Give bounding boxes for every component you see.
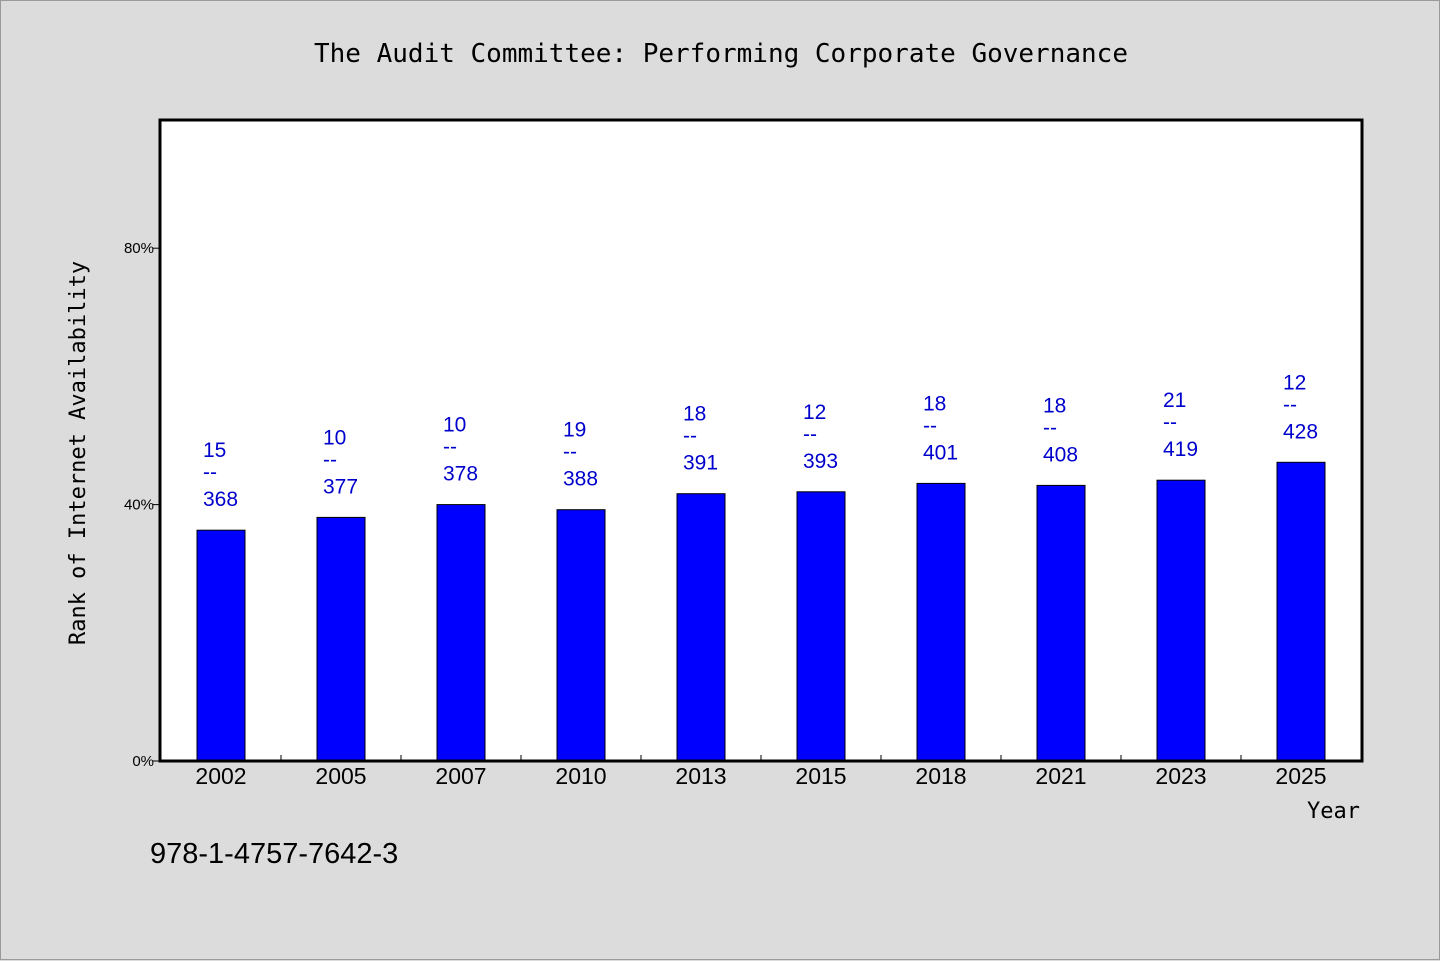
bar-2021 [1036,484,1086,762]
y-tick-label-0: 0% [132,753,154,770]
x-tick-label-2021: 2021 [1035,763,1086,789]
y-axis-ticks: 0% 40% 80% [124,240,160,770]
x-tick-label-2005: 2005 [315,763,366,789]
bar-2005 [316,516,366,762]
data-label-mid-2013: -- [683,425,697,448]
x-tick-label-2023: 2023 [1155,763,1206,789]
data-label-mid-2002: -- [203,461,217,484]
x-tick-label-2007: 2007 [435,763,486,789]
x-axis-label: Year [1307,799,1360,824]
data-label-top-2007: 10 [443,414,466,437]
bar-2025 [1276,461,1326,762]
plot-border [158,118,1364,763]
data-label-bottom-2010: 388 [563,468,598,491]
x-tick-label-2002: 2002 [195,763,246,789]
data-labels-group: 15--36810--37710--37819--38818--39112--3… [203,371,1318,511]
x-tick-label-2015: 2015 [795,763,846,789]
isbn-label: 978-1-4757-7642-3 [150,838,398,870]
x-tick-label-2025: 2025 [1275,763,1326,789]
x-axis-ticks: 2002 2005 2007 2010 2013 2015 2018 2021 2023 2025 [195,755,1327,789]
bar-2015 [796,491,846,762]
x-tick-label-2013: 2013 [675,763,726,789]
y-tick-label-40: 40% [124,497,154,514]
data-label-mid-2007: -- [443,436,457,459]
data-label-top-2013: 18 [683,403,706,426]
data-label-mid-2010: -- [563,441,577,464]
bar-2007 [436,504,486,762]
y-axis-label: Rank of Internet Availability [66,261,91,645]
data-label-top-2015: 12 [803,401,826,424]
x-tick-label-2018: 2018 [915,763,966,789]
data-label-top-2025: 12 [1283,371,1306,394]
data-label-mid-2025: -- [1283,393,1297,416]
data-label-bottom-2013: 391 [683,452,718,475]
data-label-top-2018: 18 [923,392,946,415]
data-label-mid-2023: -- [1163,411,1177,434]
data-label-mid-2018: -- [923,414,937,437]
data-label-mid-2021: -- [1043,416,1057,439]
bar-2018 [916,482,966,762]
y-tick-label-80: 80% [124,240,154,257]
data-label-bottom-2025: 428 [1283,420,1318,443]
data-label-top-2023: 21 [1163,389,1186,412]
x-tick-label-2010: 2010 [555,763,606,789]
data-label-top-2005: 10 [323,426,346,449]
data-label-bottom-2005: 377 [323,475,358,498]
data-label-top-2002: 15 [203,439,226,462]
data-label-bottom-2015: 393 [803,450,838,473]
bar-2023 [1156,479,1206,762]
data-label-bottom-2007: 378 [443,463,478,486]
data-label-bottom-2018: 401 [923,441,958,464]
data-label-mid-2005: -- [323,448,337,471]
bars-group [196,461,1326,762]
data-label-bottom-2002: 368 [203,488,238,511]
chart-title: The Audit Committee: Performing Corporat… [314,39,1128,69]
bar-2002 [196,529,246,762]
data-label-top-2010: 19 [563,419,586,442]
data-label-bottom-2023: 419 [1163,438,1198,461]
bar-2013 [676,493,726,762]
bar-2010 [556,509,606,762]
data-label-mid-2015: -- [803,423,817,446]
data-label-bottom-2021: 408 [1043,443,1078,466]
data-label-top-2021: 18 [1043,394,1066,417]
